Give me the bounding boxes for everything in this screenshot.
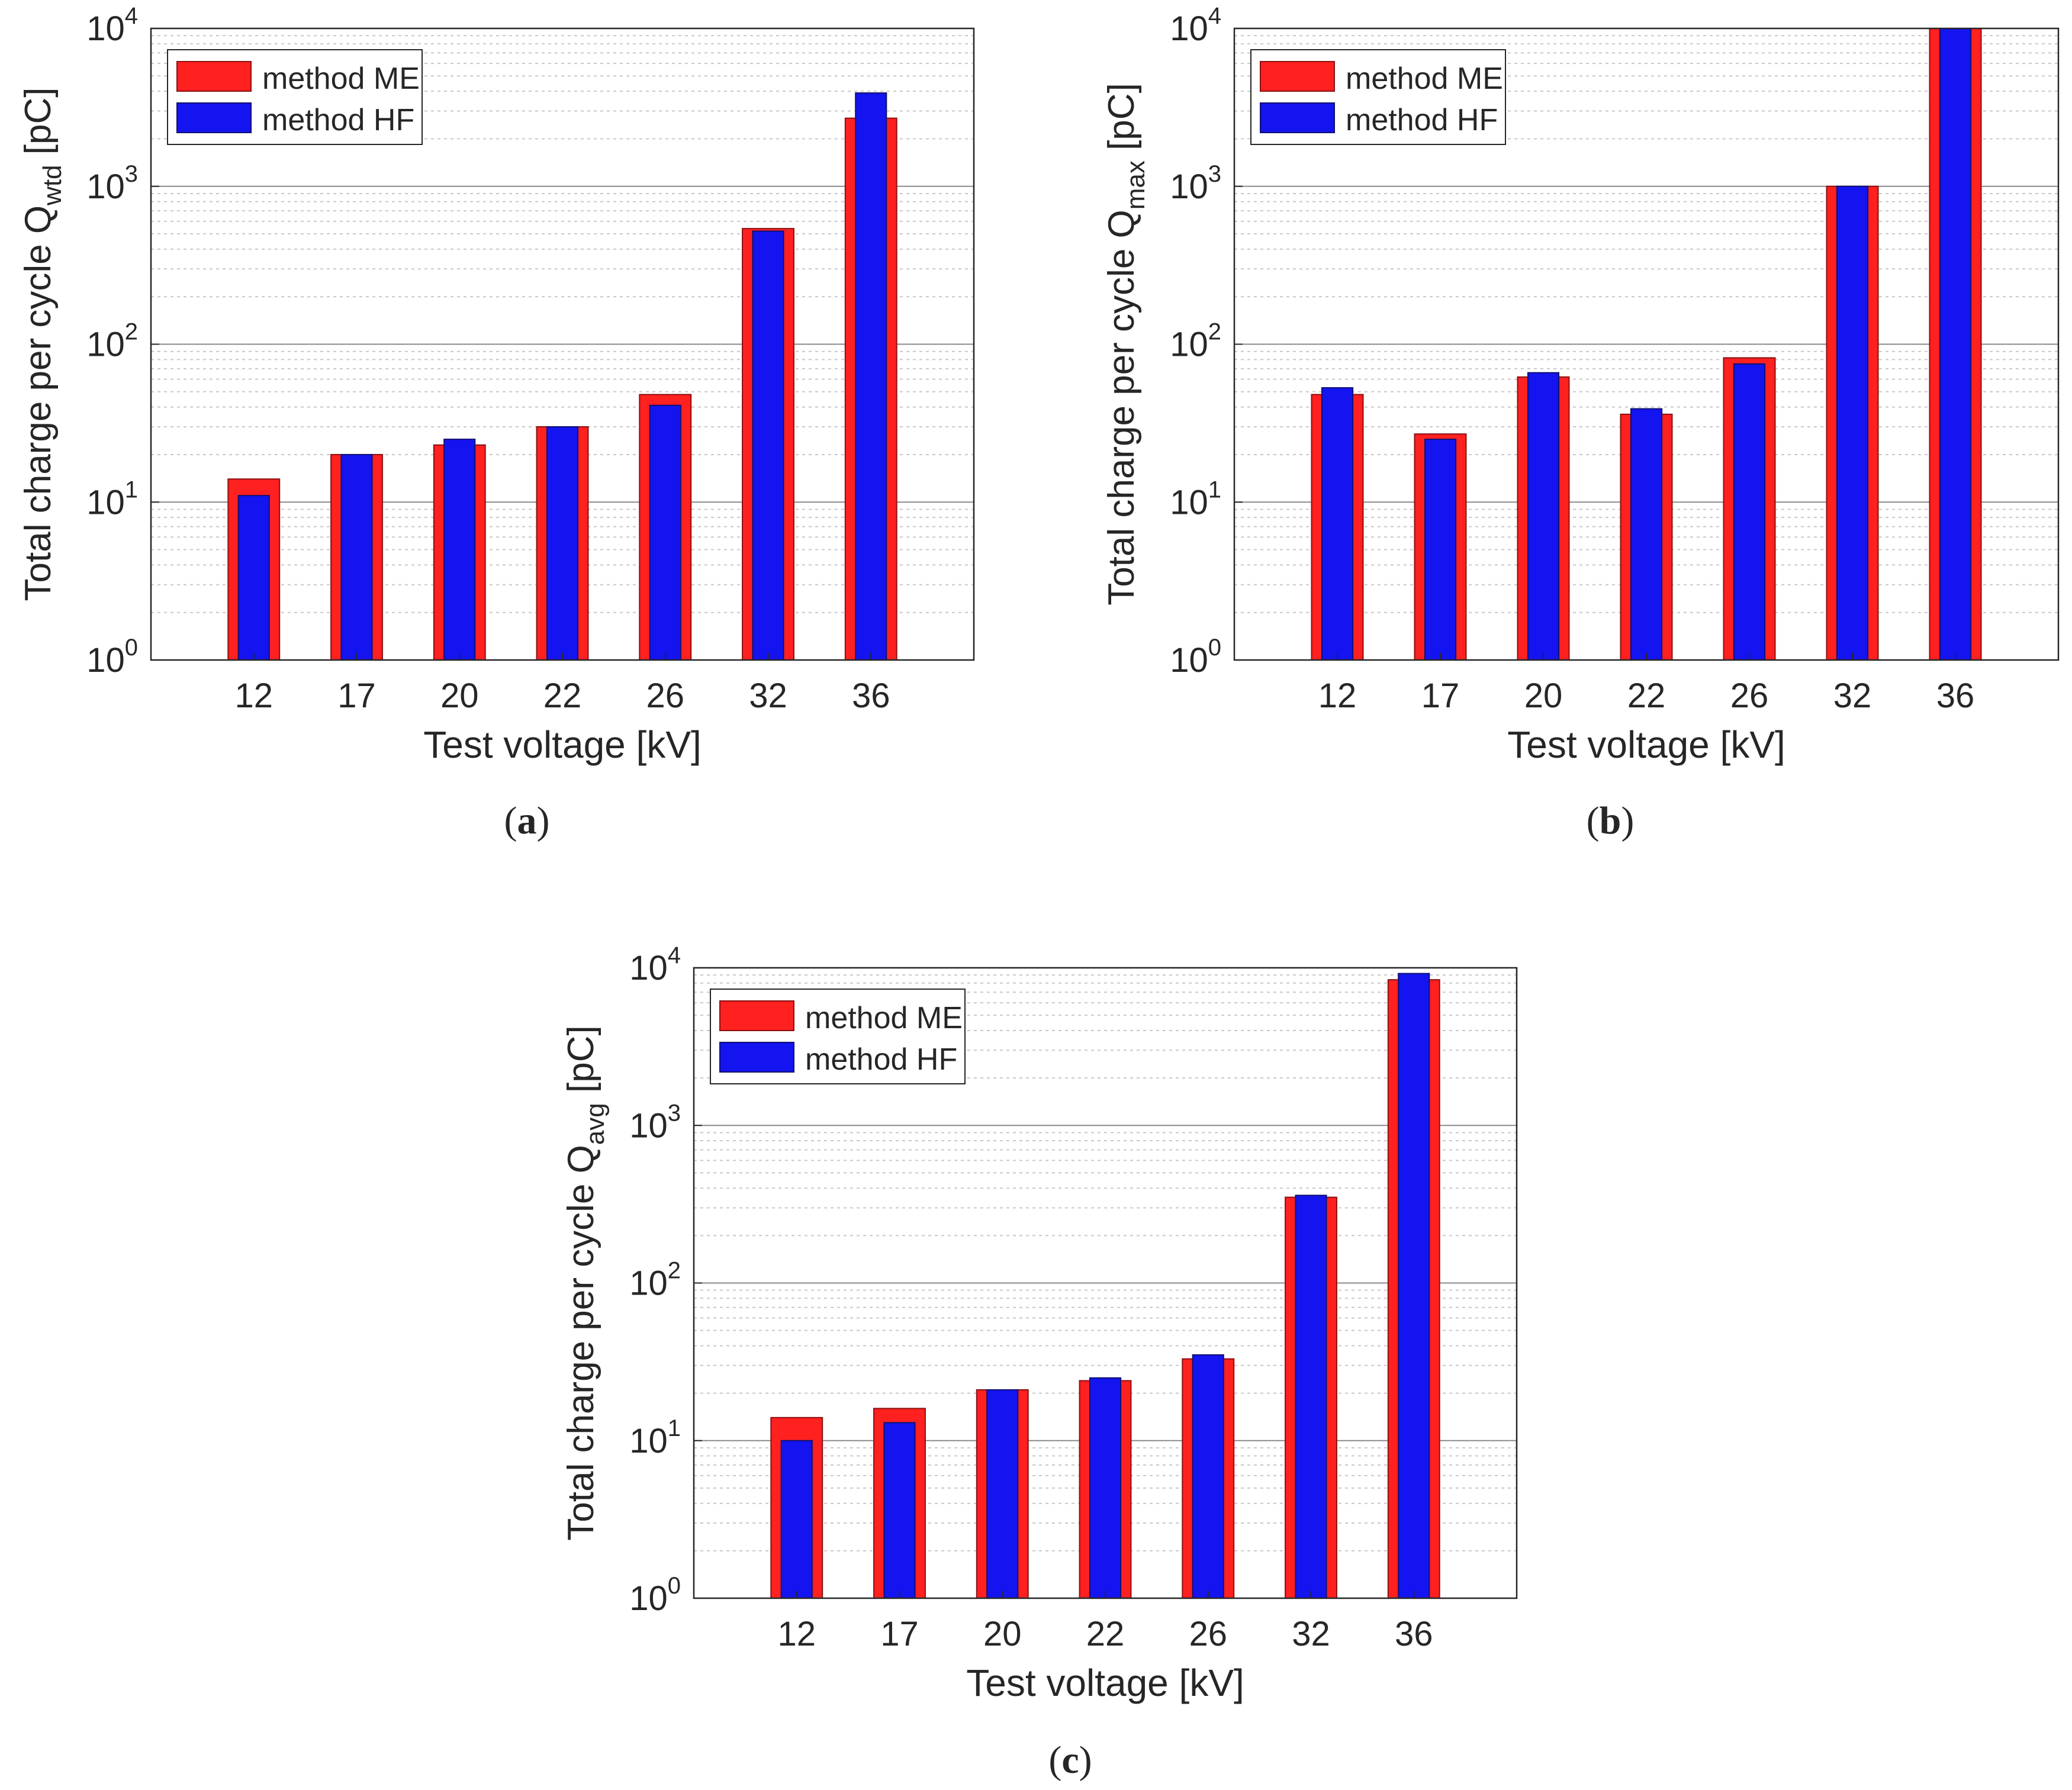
x-tick-label: 32: [1833, 677, 1872, 715]
bars: [770, 973, 1440, 1599]
legend-swatch-method-me: [1260, 61, 1335, 92]
x-tick-label: 20: [1524, 677, 1563, 715]
bar-method-hf-32kv: [1836, 185, 1869, 661]
bar-method-hf-22kv: [1089, 1377, 1122, 1599]
y-tick-label: 104: [86, 3, 138, 48]
bar-method-hf-26kv: [1192, 1354, 1224, 1599]
y-tick-label: 101: [1170, 477, 1221, 521]
y-tick-label: 100: [86, 635, 138, 680]
bar-method-hf-26kv: [1733, 363, 1766, 661]
x-tick-label: 17: [1421, 677, 1460, 715]
y-tick-label: 101: [86, 477, 138, 521]
legend-swatch-method-me: [176, 61, 252, 92]
x-tick-label: 12: [234, 677, 273, 715]
bars: [227, 92, 897, 661]
bar-method-hf-12kv: [237, 495, 270, 661]
legend-label-method-me: method ME: [1346, 62, 1503, 96]
y-tick-label: 100: [1170, 635, 1221, 680]
bar-method-hf-22kv: [546, 426, 579, 661]
x-tick-label: 32: [749, 677, 787, 715]
legend-swatch-method-hf: [1260, 102, 1335, 133]
x-tick-label: 17: [880, 1615, 919, 1653]
bar-method-hf-12kv: [780, 1440, 813, 1599]
bar-method-hf-22kv: [1630, 408, 1663, 661]
y-tick-label: 102: [1170, 319, 1221, 364]
legend-swatch-method-hf: [719, 1042, 794, 1073]
bar-method-hf-20kv: [443, 439, 476, 661]
y-axis-label: Total charge per cycle Qavg [pC]: [561, 1025, 610, 1540]
bar-method-hf-12kv: [1321, 387, 1354, 661]
legend-label-method-hf: method HF: [1346, 103, 1498, 137]
bar-method-hf-32kv: [1295, 1195, 1327, 1599]
chart-panel-a: 12 17 20 22 26 32 36 100 101 102 103 104 Test voltag…: [18, 3, 975, 842]
x-tick-label: 26: [646, 677, 684, 715]
legend: method ME method HF: [1250, 49, 1506, 145]
legend: method ME method HF: [167, 49, 423, 145]
bar-method-hf-17kv: [1424, 439, 1457, 661]
chart-panel-b: 12 17 20 22 26 32 36 100 101 102 103 104 Test voltag…: [1101, 3, 2060, 842]
x-tick-label: 26: [1730, 677, 1769, 715]
bar-method-hf-26kv: [649, 404, 681, 661]
bar-method-hf-20kv: [986, 1389, 1019, 1599]
panel-caption: (a): [504, 799, 550, 842]
bar-method-hf-20kv: [1527, 372, 1560, 661]
panel-caption: (b): [1587, 799, 1635, 842]
y-axis-label: Total charge per cycle Qmax [pC]: [1101, 83, 1150, 606]
x-tick-label: 20: [440, 677, 479, 715]
x-tick-label: 12: [1318, 677, 1357, 715]
x-tick-label: 32: [1292, 1615, 1330, 1653]
y-tick-label: 101: [629, 1415, 681, 1460]
y-tick-label: 100: [629, 1573, 681, 1618]
bar-method-hf-32kv: [752, 230, 784, 661]
y-tick-label: 103: [86, 161, 138, 206]
x-tick-label: 22: [543, 677, 582, 715]
legend-swatch-method-me: [719, 1000, 794, 1031]
x-tick-label: 36: [1936, 677, 1975, 715]
legend-label-method-hf: method HF: [805, 1042, 957, 1077]
x-axis-label: Test voltage [kV]: [966, 1662, 1244, 1704]
y-tick-label: 103: [1170, 161, 1221, 206]
legend-label-method-me: method ME: [805, 1001, 963, 1035]
legend-label-method-me: method ME: [262, 62, 420, 96]
panel-caption: (c): [1048, 1739, 1092, 1782]
x-axis-label: Test voltage [kV]: [1507, 723, 1785, 766]
bar-method-hf-36kv: [1939, 28, 1972, 661]
x-tick-label: 12: [777, 1615, 816, 1653]
bar-method-hf-36kv: [855, 92, 887, 661]
x-tick-label: 36: [852, 677, 890, 715]
x-tick-label: 20: [983, 1615, 1022, 1653]
chart-panel-c: 12 17 20 22 26 32 36 100 101 102 103 104 Test voltag…: [561, 942, 1518, 1782]
x-tick-label: 22: [1627, 677, 1666, 715]
bar-method-hf-17kv: [340, 453, 373, 661]
y-tick-label: 102: [629, 1258, 681, 1303]
y-tick-label: 103: [629, 1100, 681, 1145]
x-tick-label: 36: [1395, 1615, 1433, 1653]
legend-swatch-method-hf: [176, 102, 252, 133]
y-tick-label: 104: [629, 942, 681, 987]
x-tick-label: 17: [337, 677, 376, 715]
y-tick-label: 104: [1170, 3, 1221, 48]
bars: [1311, 28, 1982, 661]
y-axis-label: Total charge per cycle Qwtd [pC]: [18, 88, 67, 601]
legend-label-method-hf: method HF: [262, 103, 414, 137]
x-axis-label: Test voltage [kV]: [423, 723, 702, 766]
x-tick-label: 26: [1189, 1615, 1227, 1653]
bar-method-hf-17kv: [883, 1422, 916, 1599]
x-tick-label: 22: [1086, 1615, 1125, 1653]
y-tick-label: 102: [86, 319, 138, 364]
bar-method-hf-36kv: [1398, 973, 1430, 1599]
legend: method ME method HF: [710, 989, 966, 1084]
